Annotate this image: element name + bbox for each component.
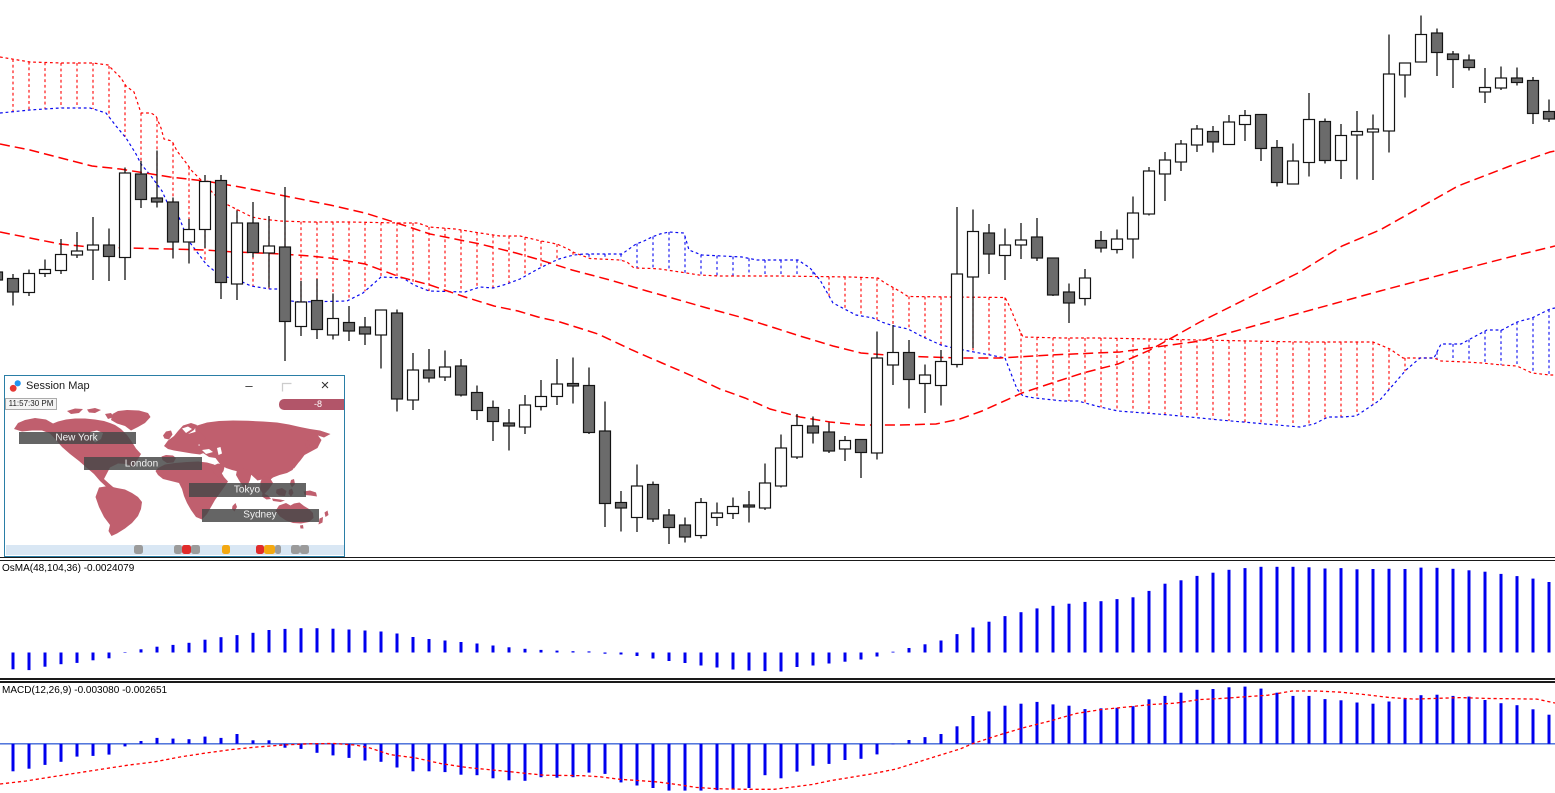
panel-separator-bottom-line <box>0 559 1555 562</box>
osma-bars-layer <box>11 566 1551 672</box>
session-label: Tokyo <box>233 484 261 496</box>
session-map-title: Session Map <box>26 380 90 392</box>
ichimoku-cloud-hatch-layer <box>12 59 1550 427</box>
timeline-marker <box>299 545 310 555</box>
maximize-icon <box>281 382 292 391</box>
session-label: New York <box>55 432 98 444</box>
timeline-marker <box>221 545 231 555</box>
macd-panel[interactable]: MACD(12,26,9) -0.003080 -0.002651 <box>0 683 1555 793</box>
panel-separator-top-line-2[interactable] <box>0 678 1555 680</box>
osma-label: OsMA(48,104,36) -0.0024079 <box>2 563 135 574</box>
macd-bars-layer <box>11 686 1551 791</box>
session-map-titlebar[interactable]: Session Map – × <box>5 375 344 398</box>
minimize-button[interactable]: – <box>245 377 253 393</box>
session-map-window[interactable]: Session Map – × 11:57:30 PM -8 New York L… <box>4 374 345 557</box>
panel-separator-bottom-line-2 <box>0 681 1555 683</box>
session-bar-sydney[interactable]: Sydney <box>201 509 320 522</box>
timeline-marker <box>173 545 183 555</box>
timeline-marker <box>274 545 282 555</box>
timeline-marker <box>256 545 265 555</box>
maximize-button[interactable] <box>272 376 302 398</box>
session-bar-london[interactable]: London <box>84 457 202 471</box>
red-blue-dots-logo-icon <box>9 379 21 392</box>
utc-offset-badge: -8 <box>279 398 344 410</box>
panel-separator-top-line[interactable] <box>0 556 1555 558</box>
timeline-marker <box>182 545 191 555</box>
osma-panel[interactable]: OsMA(48,104,36) -0.0024079 <box>0 561 1555 677</box>
macd-signal-line <box>0 690 1555 790</box>
macd-label: MACD(12,26,9) -0.003080 -0.002651 <box>2 685 168 696</box>
close-button[interactable]: × <box>320 376 330 394</box>
session-bar-new-york[interactable]: New York <box>18 432 137 445</box>
session-timeline-strip[interactable] <box>6 545 344 555</box>
moving-average-lines-layer <box>0 143 1555 426</box>
timeline-marker <box>264 545 275 555</box>
session-label: Sydney <box>243 509 277 521</box>
osma-histogram <box>11 566 1551 672</box>
timeline-marker <box>290 545 300 555</box>
candles-layer <box>0 15 1555 544</box>
macd-histogram <box>0 686 1555 791</box>
session-label: London <box>124 458 159 470</box>
session-bar-tokyo[interactable]: Tokyo <box>188 483 307 497</box>
session-clock: 11:57:30 PM <box>5 397 57 410</box>
timeline-marker <box>134 545 143 555</box>
candlestick-chart <box>0 15 1555 544</box>
timeline-marker <box>190 545 201 555</box>
